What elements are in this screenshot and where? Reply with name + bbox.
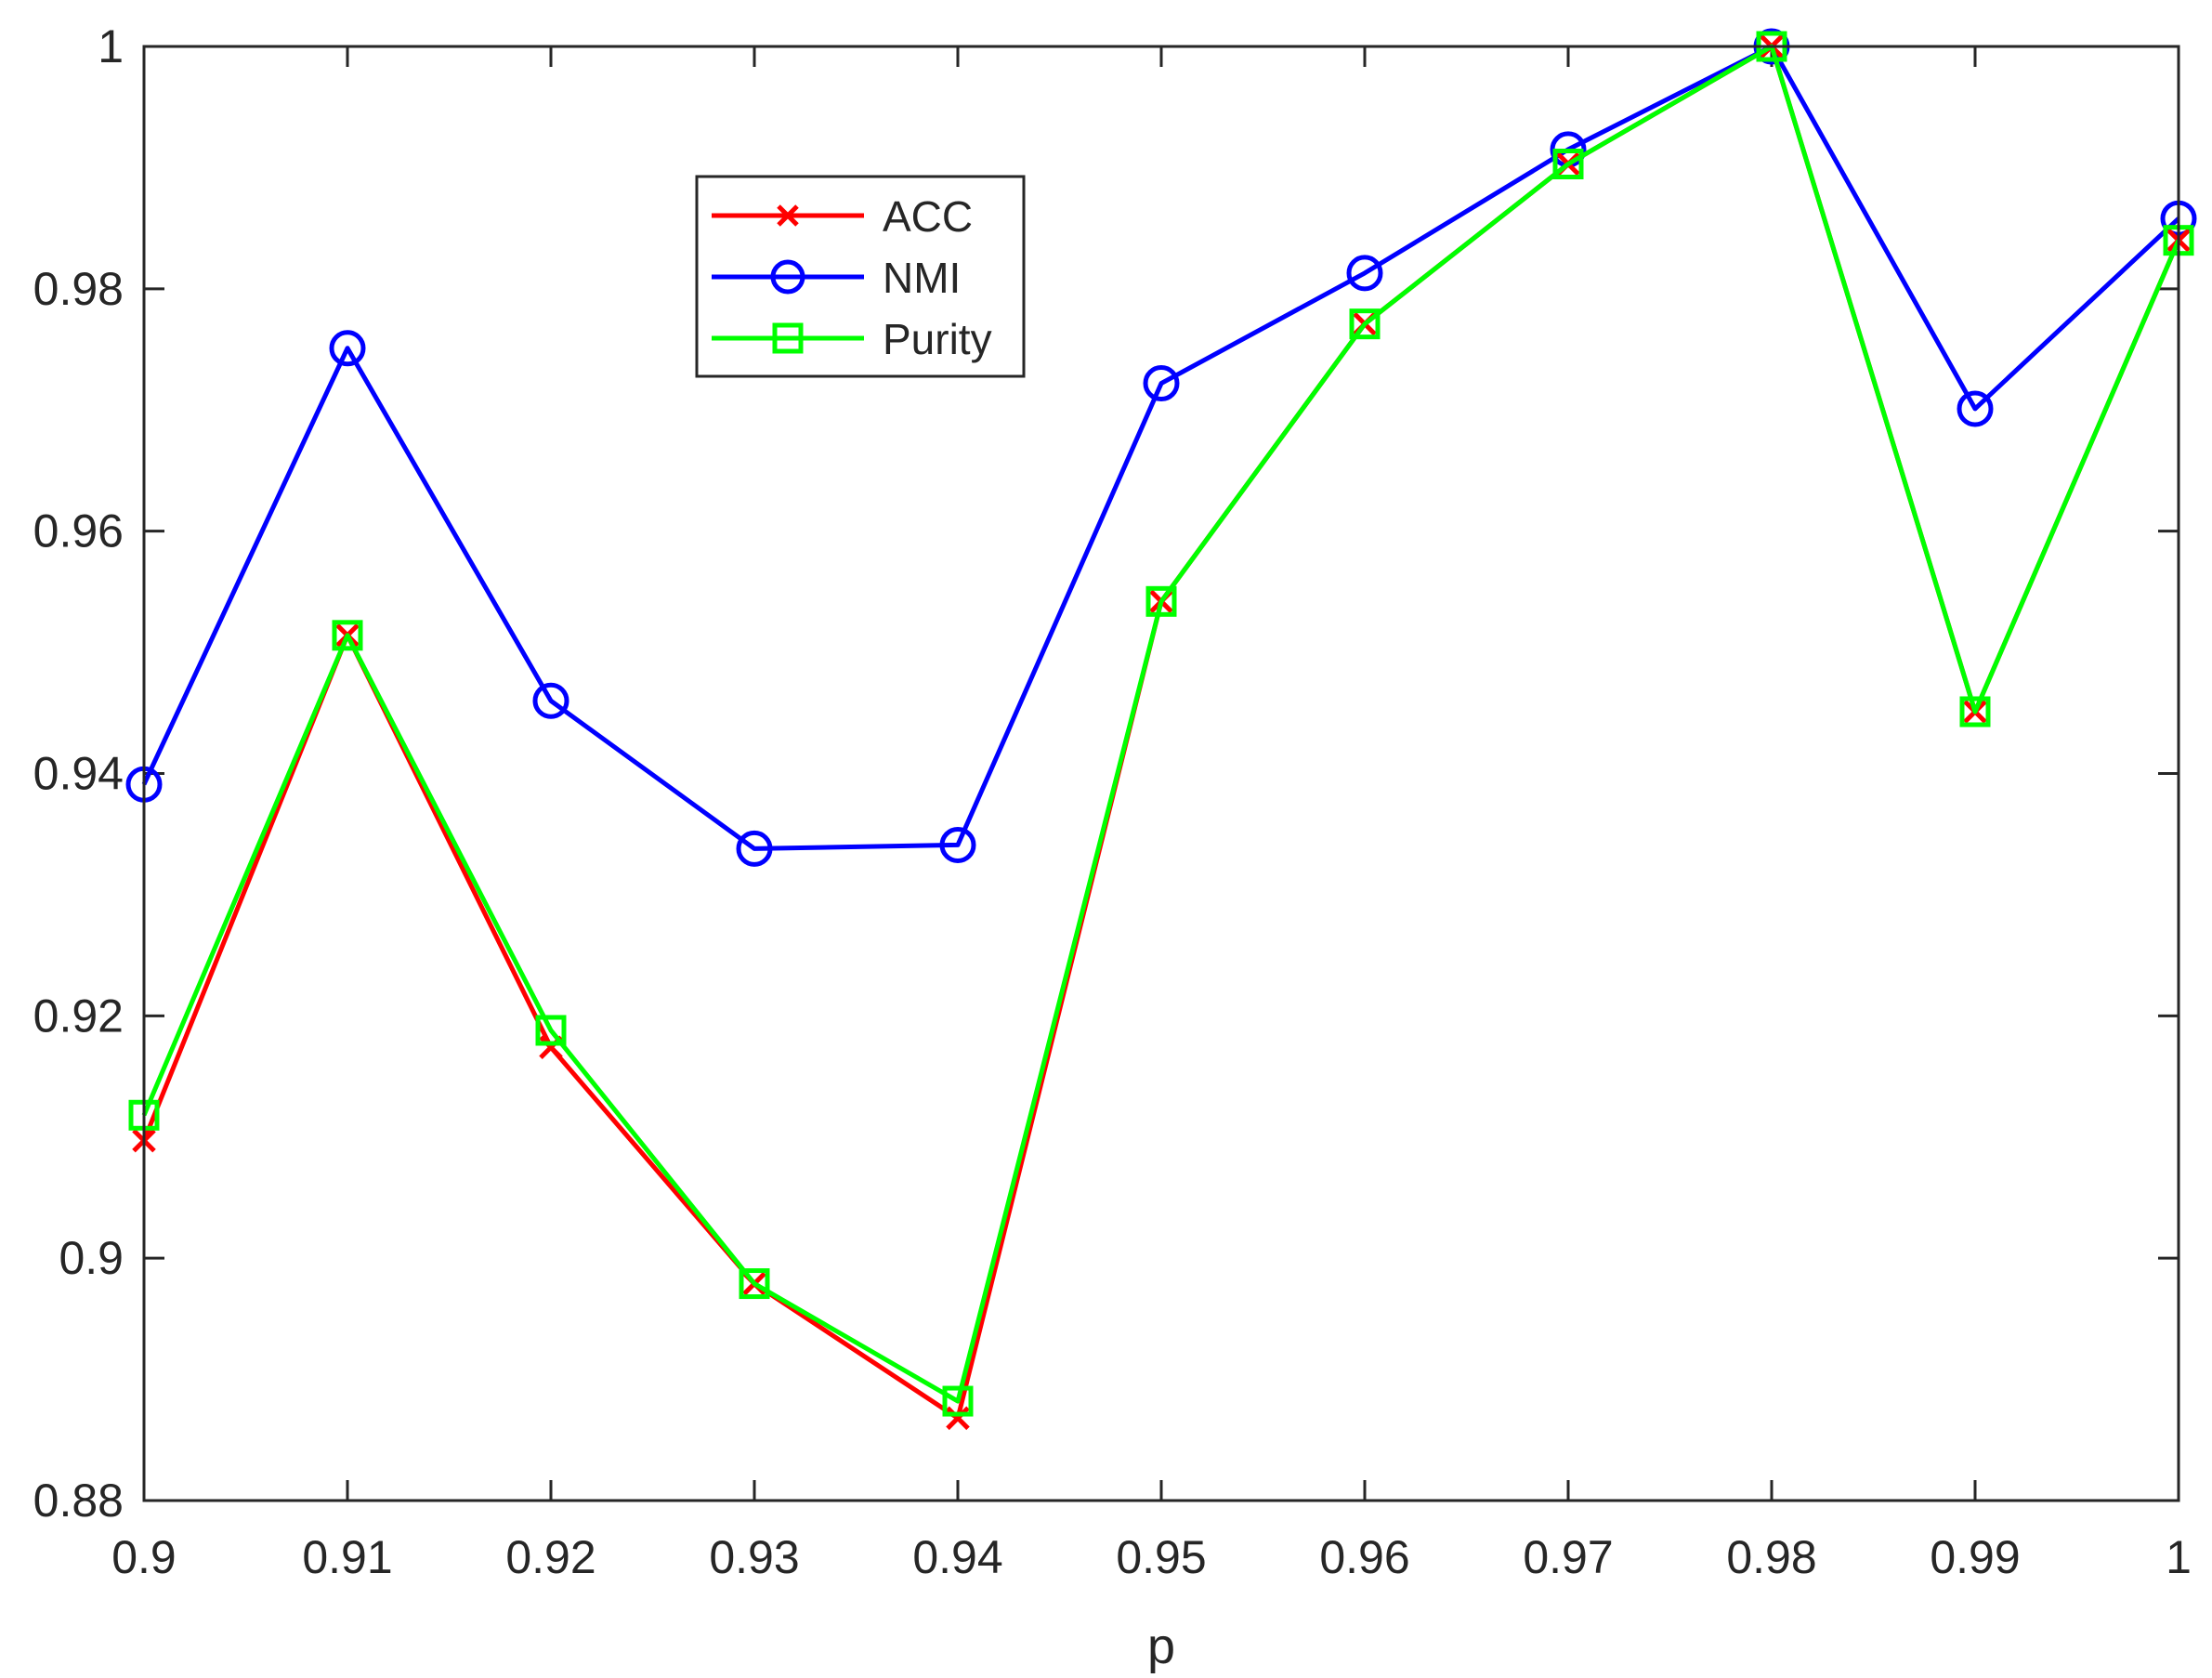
legend: ACC NMI Purity <box>695 175 1026 378</box>
data-point <box>939 826 976 863</box>
data-point <box>1349 308 1381 340</box>
x-tick-label: 0.94 <box>912 1531 1002 1583</box>
legend-item-nmi: NMI <box>712 254 961 302</box>
data-point <box>739 1268 770 1300</box>
y-tick-label: 0.9 <box>59 1232 124 1284</box>
x-tick-label: 0.95 <box>1116 1531 1206 1583</box>
x-tick-label: 0.99 <box>1930 1531 2020 1583</box>
x-axis-ticks: 0.9 0.91 0.92 0.93 0.94 0.95 0.96 0.97 0.98 0.99 1 <box>111 46 2192 1583</box>
legend-label-acc: ACC <box>883 192 973 241</box>
y-tick-label: 0.88 <box>33 1475 124 1527</box>
x-tick-label: 0.96 <box>1319 1531 1409 1583</box>
legend-item-purity: Purity <box>712 315 992 363</box>
data-point <box>1145 585 1177 617</box>
x-tick-label: 0.93 <box>709 1531 799 1583</box>
y-tick-label: 0.98 <box>33 263 124 315</box>
x-tick-label: 0.92 <box>505 1531 596 1583</box>
x-tick-label: 0.98 <box>1726 1531 1816 1583</box>
plot-frame <box>142 45 2180 1502</box>
x-tick-label: 1 <box>2166 1531 2192 1583</box>
plot-background <box>144 46 2179 1501</box>
y-tick-label: 0.92 <box>33 990 124 1042</box>
data-point <box>329 330 366 367</box>
data-point <box>532 682 569 719</box>
x-tick-label: 0.91 <box>302 1531 392 1583</box>
data-point <box>1959 696 1991 728</box>
y-tick-label: 0.96 <box>33 505 124 557</box>
legend-marker-purity <box>772 322 804 354</box>
x-tick-label: 0.97 <box>1523 1531 1613 1583</box>
data-point <box>1957 390 1994 427</box>
legend-marker-nmi <box>770 259 805 295</box>
legend-label-nmi: NMI <box>883 254 961 302</box>
legend-marker-acc <box>777 204 799 227</box>
y-tick-label: 0.94 <box>33 748 124 800</box>
x-axis-label: p <box>1147 1619 1175 1674</box>
legend-label-purity: Purity <box>883 315 992 363</box>
series-line-purity <box>141 44 2181 1404</box>
data-point <box>332 620 363 651</box>
data-point <box>942 1385 974 1417</box>
y-tick-label: 1 <box>98 20 124 72</box>
data-point <box>1552 149 1584 180</box>
data-point <box>736 830 773 867</box>
data-point <box>1346 255 1383 292</box>
data-point <box>946 1406 970 1431</box>
x-tick-label: 0.9 <box>111 1531 177 1583</box>
data-point <box>1143 365 1180 402</box>
data-point <box>535 1015 567 1046</box>
series-line-nmi <box>141 44 2180 851</box>
y-axis-ticks: 0.88 0.9 0.92 0.94 0.96 0.98 1 <box>33 20 2179 1527</box>
legend-item-acc: ACC <box>712 192 973 241</box>
